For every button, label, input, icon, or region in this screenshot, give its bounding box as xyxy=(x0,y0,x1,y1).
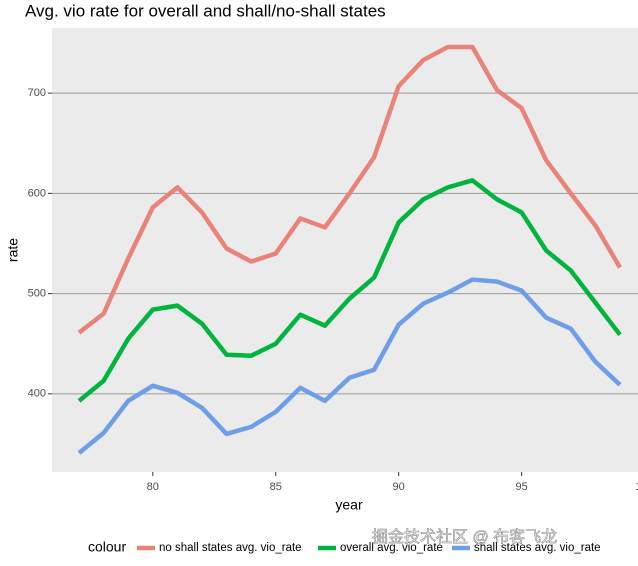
series-line xyxy=(77,44,622,335)
x-tick-label: 85 xyxy=(270,481,282,493)
y-tick-label: 600 xyxy=(28,187,46,199)
y-tick-label: 400 xyxy=(28,388,46,400)
plot-panel xyxy=(52,28,638,472)
series-line xyxy=(77,277,622,455)
y-axis-title: rate xyxy=(5,238,21,262)
x-axis-title: year xyxy=(335,497,363,513)
legend-label: shall states avg. vio_rate xyxy=(474,542,601,554)
x-tick-label: 95 xyxy=(515,481,527,493)
legend-label: overall avg. vio_rate xyxy=(340,542,443,554)
legend-title: colour xyxy=(88,539,126,555)
x-tick-label: 100 xyxy=(635,481,638,493)
watermark: 掘金技术社区 @ 布客飞龙 xyxy=(372,528,557,546)
y-tick-label: 500 xyxy=(28,288,46,300)
x-tick-label: 90 xyxy=(393,481,405,493)
y-tick-label: 700 xyxy=(28,87,46,99)
x-tick-label: 80 xyxy=(147,481,159,493)
legend-label: no shall states avg. vio_rate xyxy=(159,542,302,554)
series-line xyxy=(77,178,622,403)
chart-title: Avg. vio rate for overall and shall/no-s… xyxy=(25,1,386,20)
